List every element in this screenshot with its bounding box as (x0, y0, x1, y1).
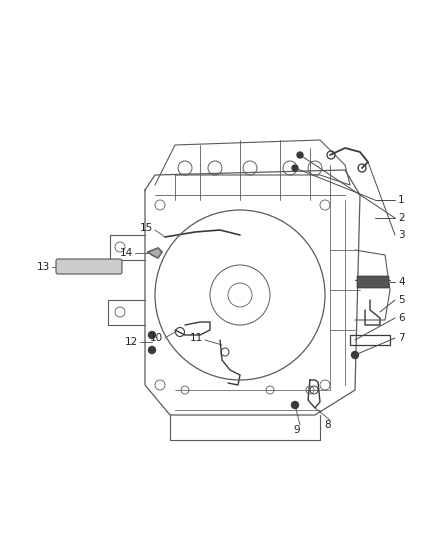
Text: 8: 8 (325, 420, 331, 430)
Polygon shape (148, 248, 162, 258)
Text: 1: 1 (398, 195, 405, 205)
Text: 7: 7 (398, 333, 405, 343)
Circle shape (352, 351, 358, 359)
Text: 9: 9 (294, 425, 300, 435)
Circle shape (297, 152, 303, 158)
Text: 3: 3 (398, 230, 405, 240)
Text: 4: 4 (398, 277, 405, 287)
Text: 2: 2 (398, 213, 405, 223)
Text: 6: 6 (398, 313, 405, 323)
Circle shape (148, 332, 155, 338)
Text: 14: 14 (120, 248, 133, 258)
Circle shape (292, 165, 298, 171)
Text: 10: 10 (150, 333, 163, 343)
Text: 13: 13 (37, 262, 50, 272)
Text: 15: 15 (140, 223, 153, 233)
Circle shape (148, 346, 155, 353)
FancyBboxPatch shape (56, 259, 122, 274)
Text: 12: 12 (125, 337, 138, 347)
FancyBboxPatch shape (357, 276, 389, 288)
Text: 11: 11 (190, 333, 203, 343)
Text: 5: 5 (398, 295, 405, 305)
Circle shape (292, 401, 299, 408)
